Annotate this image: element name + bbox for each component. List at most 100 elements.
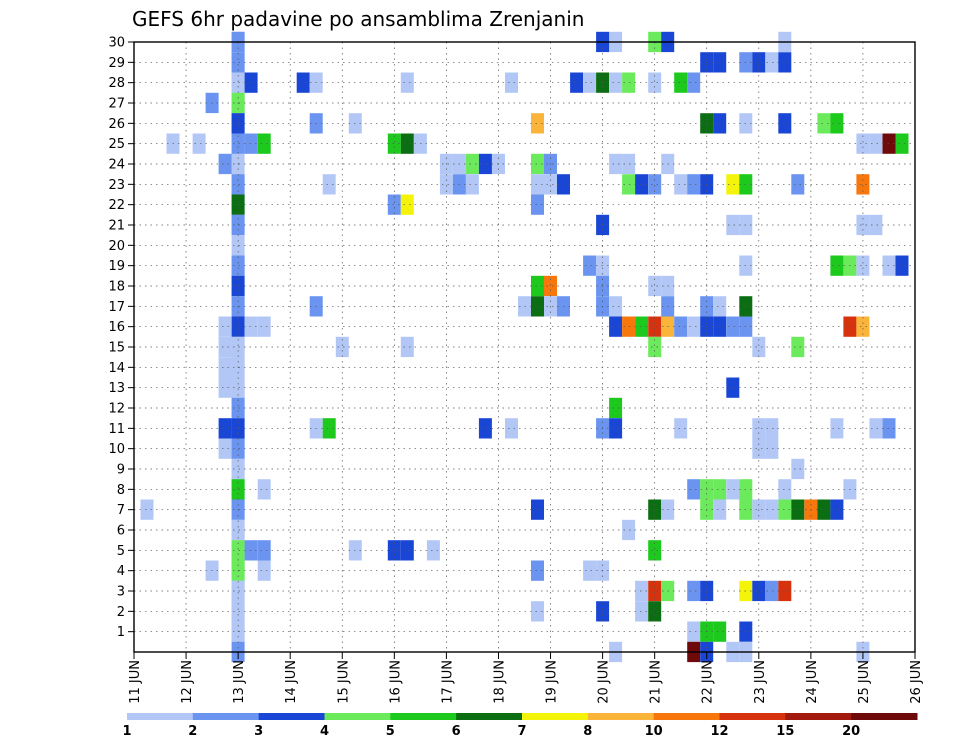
heatmap-cell <box>231 275 245 297</box>
y-tick-label: 17 <box>108 300 125 315</box>
heatmap-cell <box>583 255 597 276</box>
x-tick-label: 16 JUN <box>388 660 403 704</box>
heatmap-cell <box>231 458 245 480</box>
heatmap-cell <box>231 397 245 419</box>
heatmap-cell <box>713 52 727 73</box>
heatmap-cell <box>674 174 688 195</box>
heatmap-cell <box>231 601 245 622</box>
heatmap-cell <box>726 479 740 500</box>
y-tick-label: 13 <box>108 381 125 396</box>
y-axis-ticks: 1234567891011121314151617181920212223242… <box>108 36 134 640</box>
heatmap-cell <box>531 499 544 520</box>
heatmap-cell <box>231 52 245 73</box>
heatmap-cell <box>231 72 245 93</box>
colorbar-segment <box>719 713 786 720</box>
heatmap-cell <box>713 113 727 134</box>
heatmap-cell <box>635 601 649 622</box>
x-tick-label: 25 JUN <box>857 660 872 704</box>
heatmap-cell <box>752 336 766 358</box>
heatmap-cell <box>218 438 232 459</box>
x-tick-label: 13 JUN <box>232 660 247 704</box>
heatmap-cell <box>218 153 232 175</box>
heatmap-cell <box>478 153 492 175</box>
heatmap-cell <box>648 174 662 195</box>
heatmap-cell <box>687 72 701 93</box>
heatmap-cell <box>648 580 662 602</box>
x-tick-label: 11 JUN <box>128 660 143 704</box>
colorbar-label: 1 <box>122 724 131 739</box>
heatmap-cell <box>752 52 766 73</box>
heatmap-cell <box>231 255 245 276</box>
heatmap-cell <box>257 133 271 154</box>
heatmap-cell <box>570 72 584 93</box>
x-tick-label: 21 JUN <box>649 660 664 704</box>
heatmap-cell <box>426 540 440 561</box>
heatmap-cell <box>622 72 636 93</box>
heatmap-cell <box>387 540 401 561</box>
heatmap-cell <box>817 499 831 520</box>
heatmap-cell <box>778 479 792 500</box>
heatmap-cell <box>231 174 245 195</box>
heatmap-cell <box>609 72 623 93</box>
colorbar: 1 2 3 4 5 6 7 8 10 12 15 20 <box>122 713 918 739</box>
heatmap-cell <box>609 397 623 419</box>
heatmap-cell <box>231 540 245 561</box>
heatmap-cell <box>400 336 414 358</box>
heatmap-cell <box>648 72 662 93</box>
colorbar-segment <box>390 713 457 720</box>
heatmap-cell <box>218 357 232 378</box>
y-tick-label: 2 <box>117 605 125 620</box>
y-tick-label: 12 <box>108 402 125 417</box>
x-tick-label: 20 JUN <box>597 660 612 704</box>
heatmap-cell <box>622 174 636 195</box>
colorbar-label: 8 <box>583 724 592 739</box>
heatmap-cell <box>531 113 544 134</box>
colorbar-segment <box>587 713 655 720</box>
heatmap-cell <box>140 499 154 520</box>
y-tick-label: 9 <box>117 463 125 478</box>
heatmap-cell <box>765 418 779 439</box>
heatmap-cell <box>622 519 636 541</box>
heatmap-cell <box>609 296 623 317</box>
heatmap-cell <box>335 336 349 358</box>
heatmap-cell <box>609 316 623 337</box>
heatmap-cell <box>296 72 310 93</box>
heatmap-cell <box>765 499 779 520</box>
heatmap-cell <box>231 336 245 358</box>
heatmap-cell <box>778 499 792 520</box>
heatmap-cell <box>635 316 649 337</box>
y-tick-label: 20 <box>108 239 125 254</box>
heatmap-cell <box>531 153 544 175</box>
heatmap-cell <box>830 255 844 276</box>
heatmap-cell <box>231 479 245 500</box>
heatmap-cell <box>531 601 544 622</box>
y-tick-label: 24 <box>108 158 125 173</box>
colorbar-segment <box>127 713 194 720</box>
heatmap-cell <box>231 113 245 134</box>
heatmap-cell <box>791 458 805 480</box>
y-tick-label: 7 <box>117 503 125 518</box>
heatmap-cell <box>505 418 518 439</box>
colorbar-segment <box>851 713 918 720</box>
heatmap-cell <box>231 519 245 541</box>
heatmap-cell <box>856 316 870 337</box>
x-tick-label: 26 JUN <box>909 660 924 704</box>
heatmap-cell <box>713 316 727 337</box>
heatmap-cell <box>830 113 844 134</box>
y-tick-label: 18 <box>108 280 125 295</box>
heatmap-cell <box>583 72 597 93</box>
heatmap-cell <box>400 540 414 561</box>
heatmap-cell <box>257 560 271 581</box>
heatmap-cell <box>531 174 544 195</box>
heatmap-cell <box>622 316 636 337</box>
colorbar-segment <box>653 713 720 720</box>
y-tick-label: 28 <box>108 76 125 91</box>
heatmap-cell <box>218 418 232 439</box>
colorbar-label: 12 <box>710 724 728 739</box>
x-tick-label: 17 JUN <box>440 660 455 704</box>
heatmap-cell <box>648 275 662 297</box>
heatmap-cell <box>778 580 792 602</box>
colorbar-label: 3 <box>254 724 263 739</box>
y-tick-label: 15 <box>108 341 125 356</box>
y-tick-label: 14 <box>108 361 125 376</box>
